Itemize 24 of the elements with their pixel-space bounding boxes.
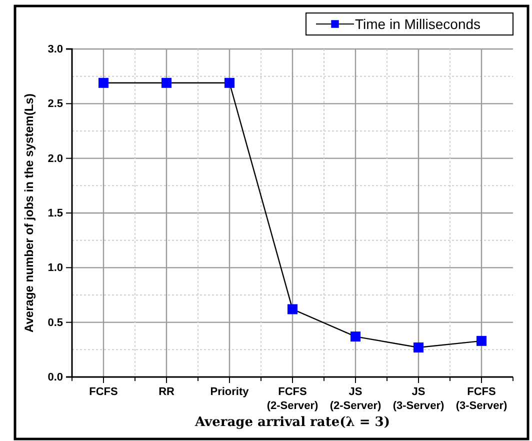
y-tick-label: 1.5	[48, 208, 63, 220]
point	[288, 304, 298, 314]
point	[350, 332, 360, 342]
x-tick-label: JS (3-Server)	[392, 386, 445, 412]
point	[162, 78, 172, 88]
y-tick-label: 0.5	[48, 316, 63, 329]
x-tick-label: FCFS	[89, 386, 118, 398]
x-tick-label: JS (2-Server)	[330, 386, 382, 412]
x-tick-label: Priority	[210, 386, 250, 398]
x-axis-title: Average arrival rate(λ = 3)	[194, 415, 390, 430]
y-tick-label: 2.5	[48, 98, 63, 110]
y-tick-label: 2.0	[48, 152, 63, 165]
x-tick-label: FCFS (2-Server)	[266, 386, 319, 412]
point	[414, 342, 424, 352]
point	[476, 336, 486, 346]
point	[98, 78, 108, 88]
x-tick-label: FCFS (3-Server)	[456, 386, 508, 412]
x-tick-label: RR	[158, 386, 174, 398]
y-tick-label: 3.0	[48, 44, 63, 56]
point	[224, 78, 234, 88]
y-axis-title: Average number of jobs in the system(Ls)	[22, 94, 36, 332]
y-tick-label: 1.0	[48, 262, 63, 274]
y-tick-label: 0.0	[48, 372, 63, 384]
legend-label: Time in Milliseconds	[355, 16, 481, 32]
